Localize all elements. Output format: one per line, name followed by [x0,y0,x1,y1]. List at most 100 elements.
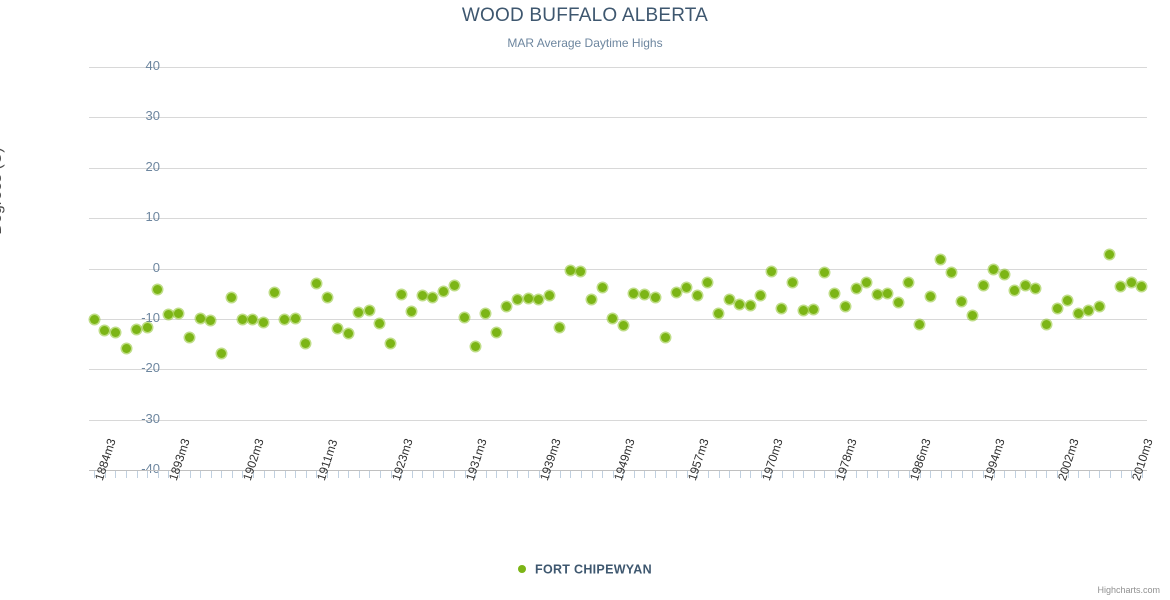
data-point[interactable] [788,278,798,288]
data-point[interactable] [989,265,999,274]
data-point[interactable] [216,349,226,359]
data-point[interactable] [692,291,702,301]
data-point[interactable] [840,302,850,312]
data-point[interactable] [735,300,745,310]
data-point[interactable] [682,282,692,292]
data-point[interactable] [745,301,755,311]
data-point[interactable] [1094,302,1104,312]
data-point[interactable] [396,289,406,299]
data-point[interactable] [576,267,586,277]
data-point[interactable] [639,289,649,299]
data-point[interactable] [206,315,216,325]
data-point[interactable] [978,281,988,291]
data-point[interactable] [1105,249,1115,259]
data-point[interactable] [756,290,766,300]
data-point[interactable] [534,295,544,305]
data-point[interactable] [375,318,385,328]
data-point[interactable] [851,283,861,293]
data-point[interactable] [470,341,480,351]
data-point[interactable] [1137,281,1147,291]
data-point[interactable] [1084,306,1094,316]
data-point[interactable] [999,270,1009,280]
data-point[interactable] [227,293,237,303]
data-point[interactable] [163,309,173,319]
data-point[interactable] [523,293,533,303]
data-point[interactable] [819,267,829,277]
data-point[interactable] [290,313,300,323]
data-point[interactable] [798,305,808,315]
data-point[interactable] [608,314,618,324]
data-point[interactable] [491,328,501,338]
data-point[interactable] [121,343,131,353]
data-point[interactable] [862,278,872,288]
data-point[interactable] [925,291,935,301]
chart-legend[interactable]: FORT CHIPEWYAN [0,562,1170,577]
data-point[interactable] [132,325,142,335]
data-point[interactable] [565,265,575,275]
data-point[interactable] [703,277,713,287]
data-point[interactable] [354,307,364,317]
data-point[interactable] [237,315,247,325]
data-point[interactable] [259,318,269,328]
data-point[interactable] [904,277,914,287]
data-point[interactable] [1126,277,1136,287]
data-point[interactable] [555,323,565,333]
data-point[interactable] [629,288,639,298]
data-point[interactable] [153,284,163,294]
data-point[interactable] [100,326,110,336]
data-point[interactable] [481,308,491,318]
data-point[interactable] [967,310,977,320]
data-point[interactable] [195,313,205,323]
credits-label[interactable]: Highcharts.com [1097,585,1160,595]
data-point[interactable] [766,266,776,276]
data-point[interactable] [1041,319,1051,329]
data-point[interactable] [311,279,321,289]
data-point[interactable] [946,267,956,277]
data-point[interactable] [322,293,332,303]
legend-item-label[interactable]: FORT CHIPEWYAN [535,562,652,577]
data-point[interactable] [438,287,448,297]
data-point[interactable] [174,308,184,318]
data-point[interactable] [269,287,279,297]
data-point[interactable] [428,293,438,303]
data-point[interactable] [809,305,819,315]
data-point[interactable] [417,290,427,300]
data-point[interactable] [661,332,671,342]
data-point[interactable] [587,294,597,304]
data-point[interactable] [714,309,723,319]
data-point[interactable] [597,283,607,293]
data-point[interactable] [1020,281,1030,291]
data-point[interactable] [650,292,660,302]
data-point[interactable] [618,321,628,331]
data-point[interactable] [343,328,353,338]
data-point[interactable] [1116,281,1126,291]
data-point[interactable] [512,294,522,304]
data-point[interactable] [185,333,194,342]
data-point[interactable] [460,312,470,322]
data-point[interactable] [777,303,787,313]
data-point[interactable] [671,287,681,297]
data-point[interactable] [280,315,290,325]
data-point[interactable] [502,301,512,311]
data-point[interactable] [1031,284,1041,294]
data-point[interactable] [957,297,967,307]
data-point[interactable] [449,280,459,290]
data-point[interactable] [936,254,946,264]
data-point[interactable] [110,328,120,338]
data-point[interactable] [142,323,152,333]
data-point[interactable] [1052,304,1062,314]
data-point[interactable] [364,306,374,316]
data-point[interactable] [872,289,882,299]
data-point[interactable] [386,339,396,349]
data-point[interactable] [1010,286,1020,296]
data-point[interactable] [1063,295,1073,305]
data-point[interactable] [333,323,343,333]
data-point[interactable] [1073,308,1083,318]
data-point[interactable] [407,307,417,317]
data-point[interactable] [883,289,893,299]
data-point[interactable] [724,294,734,304]
data-point[interactable] [301,339,311,349]
data-point[interactable] [544,291,554,301]
data-point[interactable] [248,314,258,324]
data-point[interactable] [915,319,925,329]
